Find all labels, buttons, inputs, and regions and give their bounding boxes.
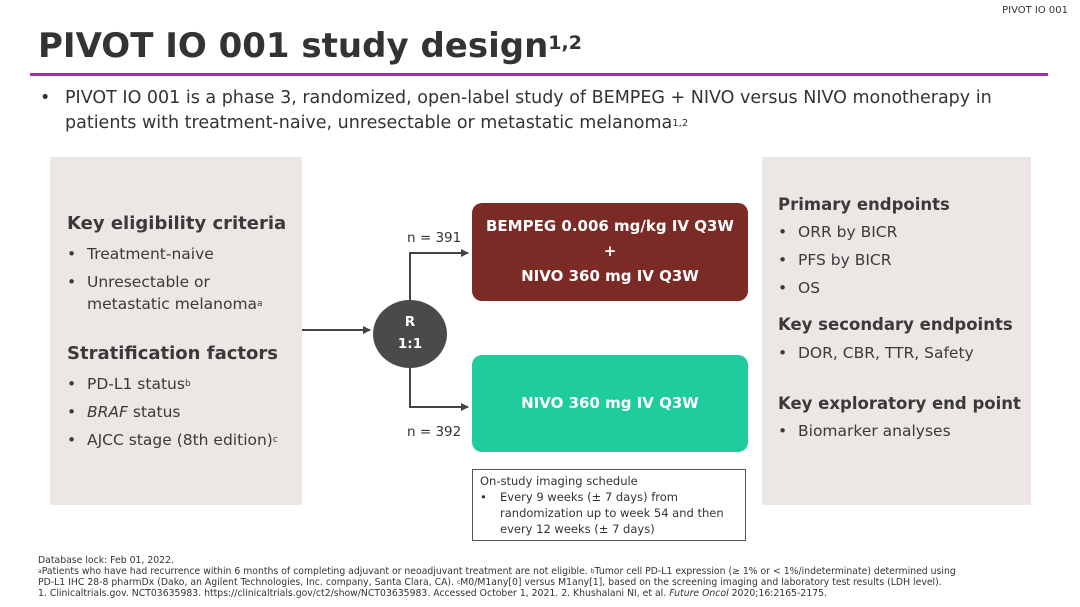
secondary-endpoint-item: • DOR, CBR, TTR, Safety [778,344,974,362]
endpoints-panel [762,157,1031,505]
eligibility-heading: Key eligibility criteria [67,213,287,234]
secondary-endpoints-heading: Key secondary endpoints [778,315,1013,334]
intro-bullet: • PIVOT IO 001 is a phase 3, randomized,… [40,86,1040,136]
primary-endpoint-item: • OS [778,279,821,297]
eligibility-item-continued: metastatic melanomaa [87,295,263,313]
stratification-item: • AJCC stage (8th edition)c [67,431,278,449]
slide-tag: PIVOT IO 001 [1002,5,1068,16]
stratification-item: • PD-L1 statusb [67,375,191,393]
eligibility-panel [50,157,302,505]
eligibility-item: • Treatment-naive [67,245,214,263]
title-divider [30,73,1048,76]
title-superscript: 1,2 [548,32,582,54]
bullet-icon: • [40,88,51,108]
stratification-item: • BRAF status [67,403,181,421]
stratification-heading: Stratification factors [67,343,278,364]
intro-superscript: 1,2 [672,118,689,129]
randomization-circle: R 1:1 [373,300,447,368]
primary-endpoint-item: • PFS by BICR [778,251,892,269]
footnotes: Database lock: Feb 01, 2022. aPatients w… [38,555,956,599]
arm2-n-label: n = 392 [407,424,462,440]
arm1-n-label: n = 391 [407,230,462,246]
arm1-arrow [409,249,469,300]
primary-endpoints-heading: Primary endpoints [778,195,950,214]
primary-endpoint-item: • ORR by BICR [778,223,898,241]
page-title: PIVOT IO 001 study design1,2 [38,26,582,66]
exploratory-endpoint-item: • Biomarker analyses [778,422,951,440]
nivo-arm: NIVO 360 mg IV Q3W [472,355,748,452]
imaging-schedule-box: On-study imaging schedule • Every 9 weeks… [472,469,746,541]
arm2-arrow [409,368,469,411]
eligibility-item: • Unresectable or [67,273,210,291]
bempeg-nivo-arm: BEMPEG 0.006 mg/kg IV Q3W + NIVO 360 mg … [472,203,748,301]
intro-text: PIVOT IO 001 is a phase 3, randomized, o… [65,88,992,133]
exploratory-endpoint-heading: Key exploratory end point [778,394,1021,413]
